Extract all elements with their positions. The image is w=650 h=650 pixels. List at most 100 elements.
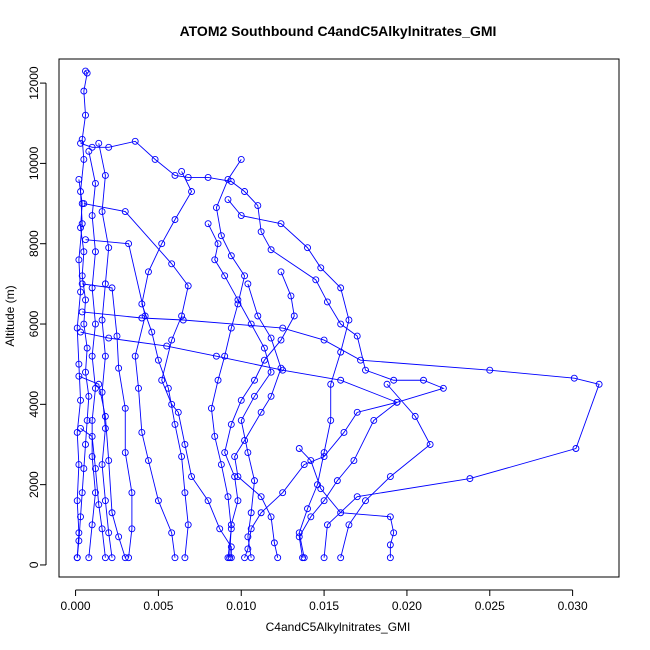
data-point: [287, 292, 295, 300]
data-point: [88, 143, 96, 151]
data-point: [327, 380, 335, 388]
data-point: [168, 400, 176, 408]
data-point: [420, 376, 427, 384]
data-point: [75, 461, 83, 469]
data-point: [105, 529, 113, 537]
data-point: [101, 171, 109, 179]
data-point: [77, 513, 84, 521]
data-point: [217, 461, 225, 469]
data-point: [105, 457, 113, 464]
data-point: [244, 545, 252, 553]
data-point: [327, 416, 335, 424]
data-point: [595, 380, 603, 388]
data-point: [95, 139, 103, 147]
data-point: [73, 497, 81, 505]
data-point: [277, 364, 285, 372]
data-point: [307, 457, 315, 464]
data-point: [88, 416, 96, 424]
data-point: [353, 408, 361, 416]
data-point: [323, 521, 331, 529]
data-point: [353, 332, 361, 340]
data-point: [247, 525, 255, 533]
data-point: [82, 368, 89, 376]
data-point: [221, 352, 229, 360]
data-point: [323, 298, 331, 306]
x-tick-label: 0.025: [475, 599, 505, 613]
data-point: [121, 208, 129, 216]
data-point: [237, 396, 245, 404]
data-point: [227, 420, 235, 428]
data-point: [108, 284, 116, 292]
data-point: [95, 501, 103, 509]
data-point: [214, 376, 222, 384]
data-point: [390, 376, 398, 384]
data-point: [88, 352, 96, 360]
data-point: [101, 352, 109, 360]
data-point: [179, 316, 187, 324]
data-point: [171, 171, 179, 179]
series-line-6: [85, 239, 176, 558]
data-point: [75, 537, 83, 545]
data-point: [188, 188, 195, 195]
plot-frame: [58, 58, 620, 578]
data-point: [73, 428, 81, 436]
data-point: [304, 244, 311, 252]
data-point: [108, 554, 116, 562]
data-point: [320, 554, 328, 562]
series-line-7: [82, 283, 133, 558]
data-point: [138, 428, 146, 436]
data-point: [260, 356, 268, 364]
data-point: [295, 533, 303, 541]
data-point: [224, 493, 232, 501]
data-point: [80, 87, 88, 95]
data-point: [98, 388, 106, 396]
data-point: [88, 212, 96, 220]
data-point: [304, 505, 311, 513]
data-point: [212, 352, 220, 360]
data-point: [98, 316, 106, 324]
data-point: [83, 69, 91, 77]
data-point: [320, 449, 328, 456]
series-line-1: [76, 70, 88, 558]
data-point: [88, 433, 96, 440]
data-point: [370, 416, 378, 424]
data-point: [267, 246, 275, 254]
data-point: [390, 529, 398, 537]
data-point: [320, 453, 328, 460]
data-point: [131, 352, 139, 360]
data-point: [247, 509, 255, 517]
data-point: [254, 202, 262, 210]
data-point: [224, 176, 232, 183]
series-line-10: [234, 283, 282, 558]
data-point: [75, 372, 83, 380]
data-point: [125, 240, 133, 248]
data-point: [386, 473, 394, 481]
data-point: [82, 441, 89, 448]
data-point: [121, 404, 129, 412]
data-point: [113, 332, 121, 340]
data-point: [85, 392, 93, 400]
y-tick-label: 6000: [27, 310, 41, 337]
data-point: [105, 334, 113, 342]
data-point: [77, 328, 84, 336]
data-point: [237, 212, 245, 220]
chart-title: ATOM2 Southbound C4andC5Alkylnitrates_GM…: [180, 23, 497, 39]
data-point: [108, 509, 116, 517]
data-point: [80, 465, 88, 473]
data-point: [91, 180, 99, 187]
data-point: [241, 272, 249, 280]
series-line-14: [207, 223, 272, 558]
data-point: [85, 554, 93, 562]
data-point: [204, 174, 212, 181]
data-point: [77, 396, 84, 404]
x-axis: 0.000 0.005 0.010 0.015 0.020 0.025 0.030: [61, 589, 588, 613]
series-line-8: [78, 375, 126, 558]
data-point: [241, 188, 249, 195]
x-tick-label: 0.000: [61, 599, 91, 613]
data-point: [257, 228, 265, 236]
y-axis-label: Altitude (m): [3, 285, 17, 346]
series-line-11: [298, 448, 395, 558]
data-point: [85, 147, 93, 155]
plot-lines: [76, 70, 600, 558]
data-point: [257, 493, 265, 501]
